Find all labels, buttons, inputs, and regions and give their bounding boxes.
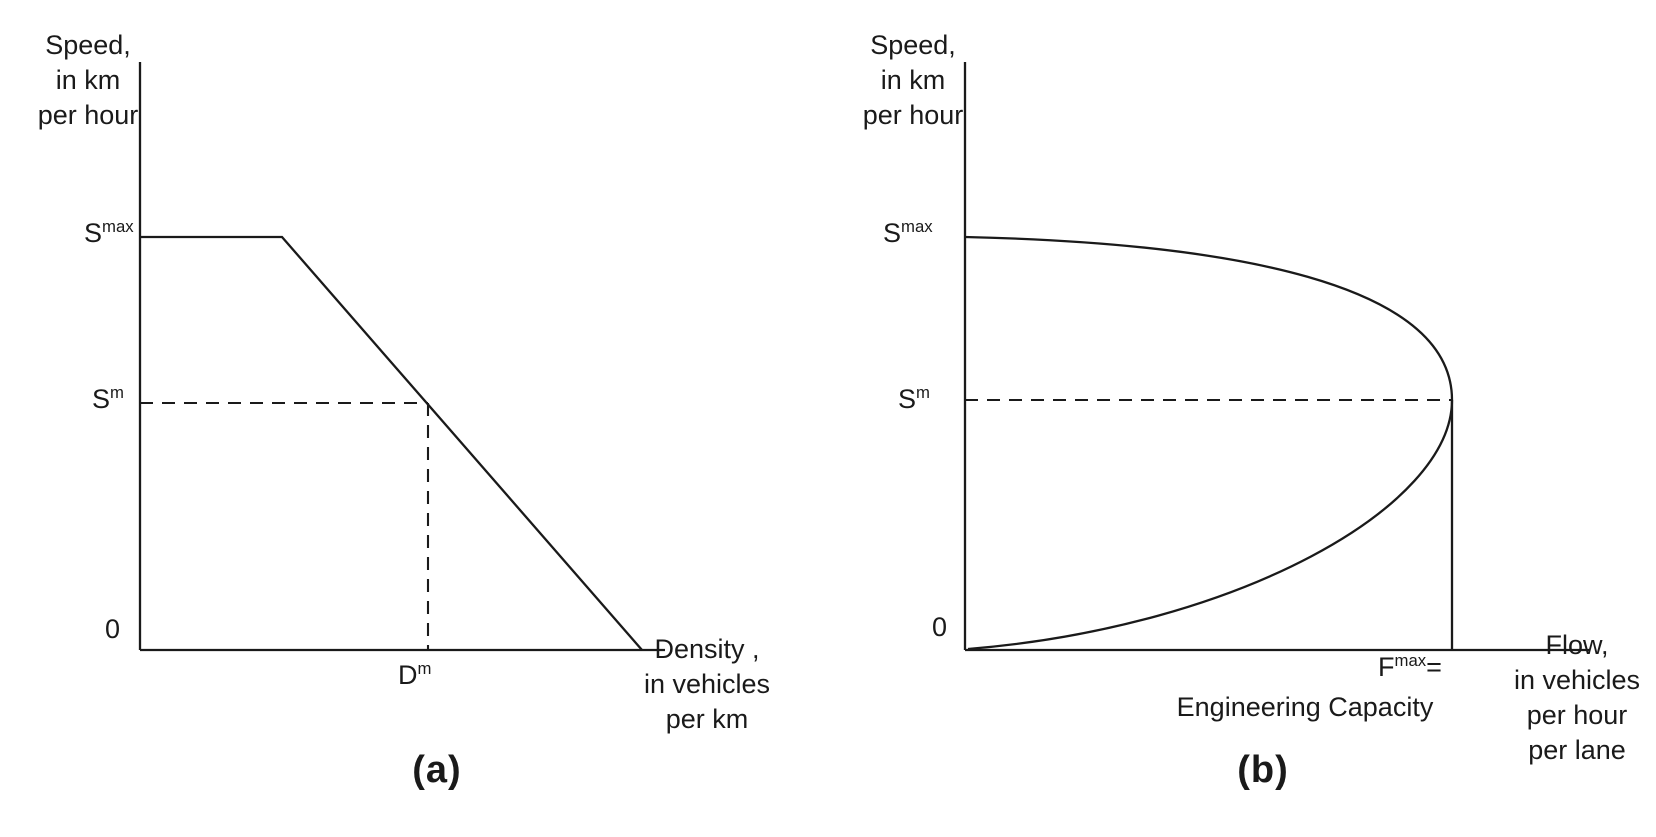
x-axis-label-a: Density , in vehicles per km: [643, 634, 771, 735]
engineering-capacity-label: Engineering Capacity: [1176, 692, 1434, 722]
y-axis-label-a: Speed, in km per hour: [37, 30, 139, 131]
origin-label-b: 0: [932, 612, 948, 642]
s-max-label-a: Smax: [84, 217, 134, 248]
s-m-label-a: Sm: [92, 383, 124, 414]
panel-a-geometry: [138, 62, 665, 652]
caption-b: (b): [1237, 749, 1289, 791]
origin-label-a: 0: [105, 614, 121, 644]
speed-density-curve: [140, 235, 643, 651]
y-axis-label-b: Speed, in km per hour: [862, 30, 964, 131]
caption-a: (a): [412, 749, 462, 791]
x-axis-label-b: Flow, in vehicles per hour per lane: [1513, 630, 1641, 766]
speed-flow-curve: [964, 235, 1454, 651]
panel-b-geometry: [963, 62, 1590, 652]
s-m-label-b: Sm: [898, 383, 930, 414]
s-max-label-b: Smax: [883, 217, 933, 248]
d-m-label-a: Dm: [398, 659, 432, 690]
f-max-label: Fmax=: [1378, 651, 1442, 682]
